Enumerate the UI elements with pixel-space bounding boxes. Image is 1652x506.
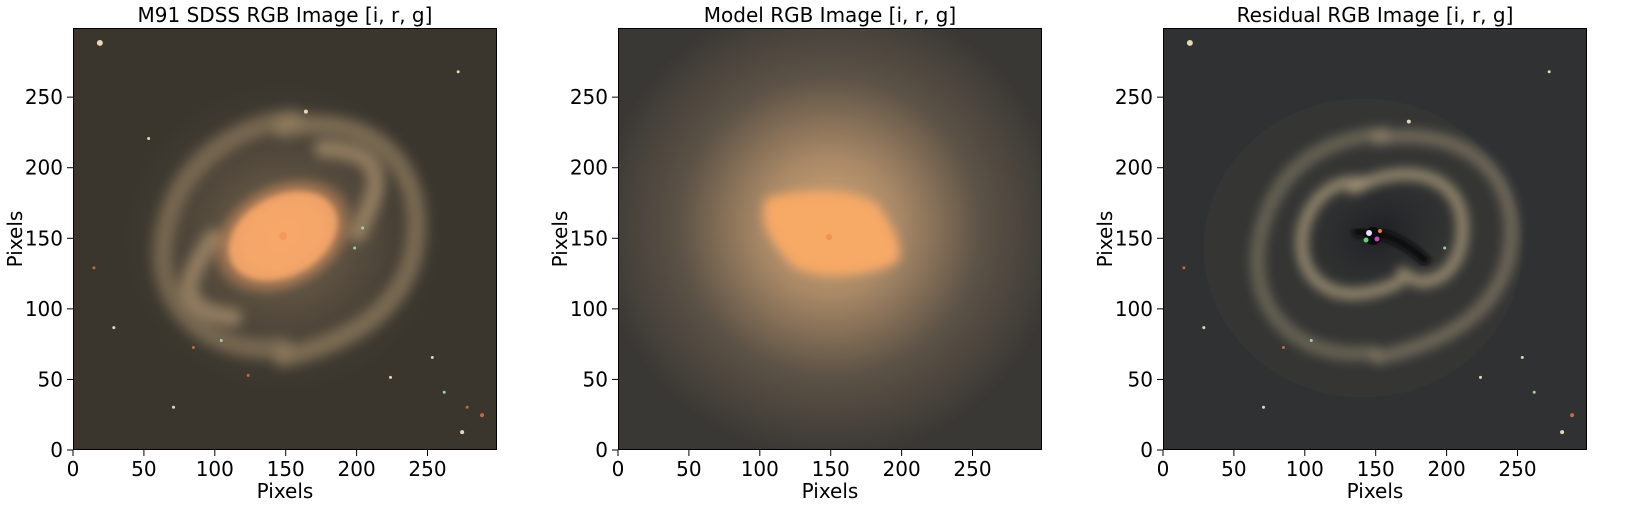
image-plot-area [73, 28, 497, 450]
x-tick-label: 0 [612, 457, 625, 481]
image-plot-area [618, 28, 1042, 450]
y-tick-label: 100 [1115, 297, 1153, 321]
y-tick-label: 250 [25, 85, 63, 109]
y-tick-label: 0 [50, 438, 63, 462]
y-tick-label: 200 [570, 156, 608, 180]
y-tick-label: 150 [25, 226, 63, 250]
plot-axes: 0 50 100 150 200 250 0 50 100 150 200 250 Pixels Pixe… [548, 85, 992, 503]
x-tick-label: 200 [338, 457, 376, 481]
y-tick-label: 50 [38, 367, 63, 391]
y-axis-label: Pixels [548, 211, 572, 268]
panel-title: M91 SDSS RGB Image [i, r, g] [137, 3, 433, 27]
y-tick-label: 0 [595, 438, 608, 462]
y-tick-label: 250 [570, 85, 608, 109]
x-tick-label: 100 [741, 457, 779, 481]
x-tick-label: 50 [131, 457, 156, 481]
plot-axes: 0 50 100 150 200 250 0 50 100 150 200 250 Pixels Pixe… [1093, 85, 1537, 503]
y-tick-label: 0 [1140, 438, 1153, 462]
x-axis-label: Pixels [802, 479, 859, 503]
x-tick-label: 100 [1286, 457, 1324, 481]
x-tick-label: 250 [953, 457, 991, 481]
x-tick-label: 200 [883, 457, 921, 481]
y-tick-label: 200 [25, 156, 63, 180]
y-tick-label: 150 [570, 226, 608, 250]
panel-model-image: Model RGB Image [i, r, g] 0 50 100 150 200 25… [545, 0, 1105, 506]
panel-title: Model RGB Image [i, r, g] [703, 3, 957, 27]
x-tick-label: 50 [676, 457, 701, 481]
y-axis-label: Pixels [1093, 211, 1117, 268]
x-axis-label: Pixels [257, 479, 314, 503]
image-plot-area [1163, 28, 1587, 450]
plot-axes: 0 50 100 150 200 250 0 50 100 150 200 250 Pixels Pixe… [3, 85, 447, 503]
spiral-galaxy-image [74, 29, 496, 449]
y-axis-label: Pixels [3, 211, 27, 268]
y-tick-label: 150 [1115, 226, 1153, 250]
x-tick-label: 150 [812, 457, 850, 481]
y-tick-label: 50 [583, 367, 608, 391]
x-tick-label: 150 [1357, 457, 1395, 481]
x-tick-label: 250 [408, 457, 446, 481]
x-tick-label: 0 [1157, 457, 1170, 481]
x-tick-label: 250 [1498, 457, 1536, 481]
x-tick-label: 0 [67, 457, 80, 481]
panel-title: Residual RGB Image [i, r, g] [1236, 3, 1514, 27]
panel-residual-image: Residual RGB Image [i, r, g] [1090, 0, 1650, 506]
x-tick-label: 150 [267, 457, 305, 481]
x-tick-label: 100 [196, 457, 234, 481]
x-tick-label: 50 [1221, 457, 1246, 481]
x-axis-label: Pixels [1347, 479, 1404, 503]
y-tick-label: 100 [25, 297, 63, 321]
panel-sdss-image: M91 SDSS RGB Image [i, r, g] [0, 0, 560, 506]
x-tick-label: 200 [1428, 457, 1466, 481]
y-tick-label: 50 [1128, 367, 1153, 391]
y-tick-label: 250 [1115, 85, 1153, 109]
model-galaxy-image [619, 29, 1041, 449]
y-tick-label: 100 [570, 297, 608, 321]
residual-galaxy-image [1164, 29, 1586, 449]
y-tick-label: 200 [1115, 156, 1153, 180]
